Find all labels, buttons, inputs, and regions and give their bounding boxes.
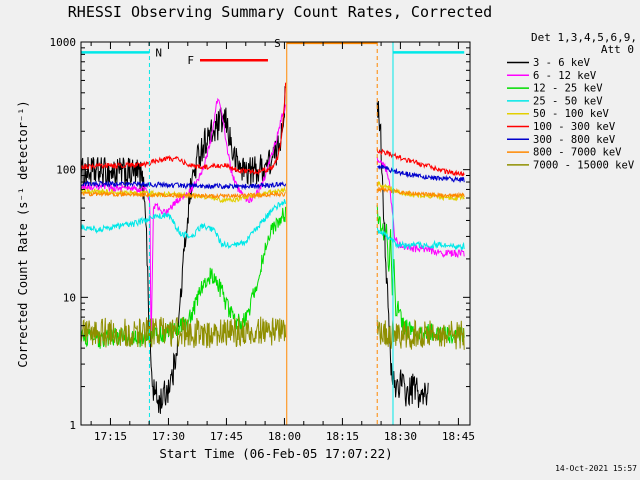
series-line-800-7000keV <box>376 185 465 199</box>
series-line-6-12keV <box>376 156 465 259</box>
series-line-12-25keV <box>376 205 465 344</box>
legend-label-100-300keV: 100 - 300 keV <box>533 121 616 133</box>
axis-box <box>80 41 471 426</box>
legend-label-6-12keV: 6 - 12 keV <box>533 70 597 82</box>
legend-label-3-6keV: 3 - 6 keV <box>533 57 591 69</box>
flag-label-S: S <box>274 37 281 50</box>
x-tick-label: 18:45 <box>442 430 475 443</box>
series-line-3-6keV <box>80 86 287 414</box>
y-tick-label: 1 <box>69 419 76 432</box>
plot-generated-content: N F S 17:15 17:30 17:45 18:00 18:15 18:30 18:45 1 1… <box>50 36 635 443</box>
x-tick-label: 17:30 <box>152 430 185 443</box>
series-line-7000-15000keV <box>376 319 465 350</box>
legend-header-detectors: Det 1,3,4,5,6,9, <box>531 31 637 44</box>
series-line-7000-15000keV <box>80 316 287 349</box>
series-line-100-300keV <box>80 82 287 176</box>
x-tick-label: 17:15 <box>94 430 127 443</box>
x-tick-label: 18:15 <box>326 430 359 443</box>
y-tick-label: 100 <box>56 164 76 177</box>
chart-title: RHESSI Observing Summary Count Rates, Co… <box>68 3 492 21</box>
series-line-300-800keV <box>377 164 465 183</box>
legend-header-attenuator: Att 0 <box>601 43 634 56</box>
legend-label-50-100keV: 50 - 100 keV <box>533 108 610 120</box>
x-axis-label: Start Time (06-Feb-05 17:07:22) <box>159 446 392 461</box>
legend-label-300-800keV: 300 - 800 keV <box>533 134 616 146</box>
flag-label-F: F <box>187 54 194 67</box>
x-tick-label: 18:30 <box>384 430 417 443</box>
y-tick-label: 10 <box>63 291 76 304</box>
series-line-100-300keV <box>376 148 465 177</box>
series-line-3-6keV <box>376 100 429 408</box>
x-tick-label: 17:45 <box>210 430 243 443</box>
series-line-25-50keV <box>80 199 287 250</box>
series-line-6-12keV <box>80 97 287 342</box>
series-line-50-100keV <box>376 180 465 202</box>
y-axis-label: Corrected Count Rate (s⁻¹ detector⁻¹) <box>16 100 30 367</box>
y-tick-label: 1000 <box>50 36 77 49</box>
legend-label-12-25keV: 12 - 25 keV <box>533 83 603 95</box>
series-line-25-50keV <box>376 226 465 251</box>
plot-date-stamp: 14-Oct-2021 15:57 <box>555 464 637 473</box>
legend-label-25-50keV: 25 - 50 keV <box>533 95 603 107</box>
legend-label-7000-15000keV: 7000 - 15000 keV <box>533 159 635 171</box>
series-line-800-7000keV <box>80 190 286 200</box>
x-tick-label: 18:00 <box>268 430 301 443</box>
series-line-300-800keV <box>80 180 287 191</box>
flag-label-N: N <box>155 46 162 59</box>
legend-label-800-7000keV: 800 - 7000 keV <box>533 147 622 159</box>
